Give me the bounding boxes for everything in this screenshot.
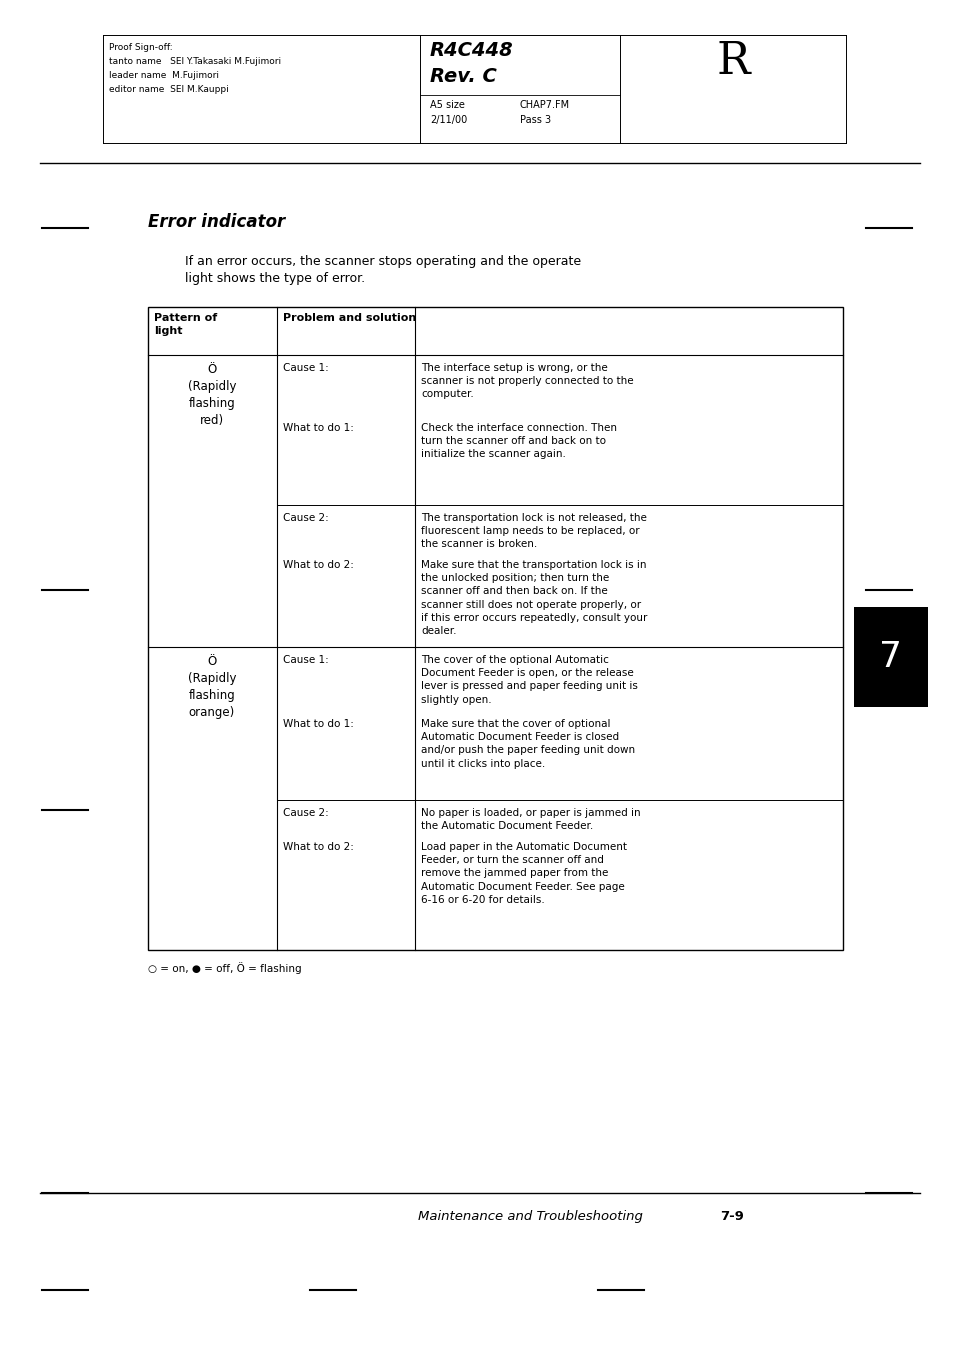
Text: tanto name   SEI Y.Takasaki M.Fujimori: tanto name SEI Y.Takasaki M.Fujimori: [109, 57, 281, 66]
Text: editor name  SEI M.Kauppi: editor name SEI M.Kauppi: [109, 85, 229, 95]
Text: Proof Sign-off:: Proof Sign-off:: [109, 43, 172, 51]
Text: What to do 2:: What to do 2:: [283, 842, 354, 852]
Bar: [853, 607, 927, 707]
Text: The transportation lock is not released, the
fluorescent lamp needs to be replac: The transportation lock is not released,…: [420, 513, 646, 550]
Text: Rev. C: Rev. C: [430, 68, 497, 86]
Text: CHAP7.FM: CHAP7.FM: [519, 100, 570, 109]
Text: What to do 1:: What to do 1:: [283, 719, 354, 730]
Text: Make sure that the transportation lock is in
the unlocked position; then turn th: Make sure that the transportation lock i…: [420, 561, 647, 636]
Text: If an error occurs, the scanner stops operating and the operate
light shows the : If an error occurs, the scanner stops op…: [185, 255, 580, 285]
Text: 7: 7: [879, 640, 902, 674]
Text: Error indicator: Error indicator: [148, 213, 285, 231]
Text: Cause 1:: Cause 1:: [283, 363, 329, 373]
Text: R4C448: R4C448: [430, 41, 514, 59]
Text: The cover of the optional Automatic
Document Feeder is open, or the release
leve: The cover of the optional Automatic Docu…: [420, 655, 638, 705]
Text: What to do 1:: What to do 1:: [283, 423, 354, 434]
Text: No paper is loaded, or paper is jammed in
the Automatic Document Feeder.: No paper is loaded, or paper is jammed i…: [420, 808, 640, 831]
Text: Pass 3: Pass 3: [519, 115, 551, 126]
Text: Check the interface connection. Then
turn the scanner off and back on to
initial: Check the interface connection. Then tur…: [420, 423, 617, 459]
Text: Load paper in the Automatic Document
Feeder, or turn the scanner off and
remove : Load paper in the Automatic Document Fee…: [420, 842, 626, 905]
Text: R: R: [716, 41, 749, 84]
Text: The interface setup is wrong, or the
scanner is not properly connected to the
co: The interface setup is wrong, or the sca…: [420, 363, 633, 400]
Text: Maintenance and Troubleshooting: Maintenance and Troubleshooting: [417, 1210, 641, 1223]
Text: 7-9: 7-9: [720, 1210, 743, 1223]
Text: Cause 2:: Cause 2:: [283, 513, 329, 523]
Text: Problem and solution: Problem and solution: [283, 313, 416, 323]
Text: Make sure that the cover of optional
Automatic Document Feeder is closed
and/or : Make sure that the cover of optional Aut…: [420, 719, 635, 769]
Bar: [148, 307, 842, 950]
Text: Pattern of
light: Pattern of light: [153, 313, 217, 336]
Text: leader name  M.Fujimori: leader name M.Fujimori: [109, 72, 219, 80]
Text: Ö
(Rapidly
flashing
red): Ö (Rapidly flashing red): [188, 363, 236, 427]
Text: A5 size: A5 size: [430, 100, 464, 109]
Text: ○ = on, ● = off, Ö = flashing: ○ = on, ● = off, Ö = flashing: [148, 962, 301, 974]
Text: Ö
(Rapidly
flashing
orange): Ö (Rapidly flashing orange): [188, 655, 236, 719]
Text: 2/11/00: 2/11/00: [430, 115, 467, 126]
Text: Cause 1:: Cause 1:: [283, 655, 329, 665]
Text: Cause 2:: Cause 2:: [283, 808, 329, 817]
Text: What to do 2:: What to do 2:: [283, 561, 354, 570]
